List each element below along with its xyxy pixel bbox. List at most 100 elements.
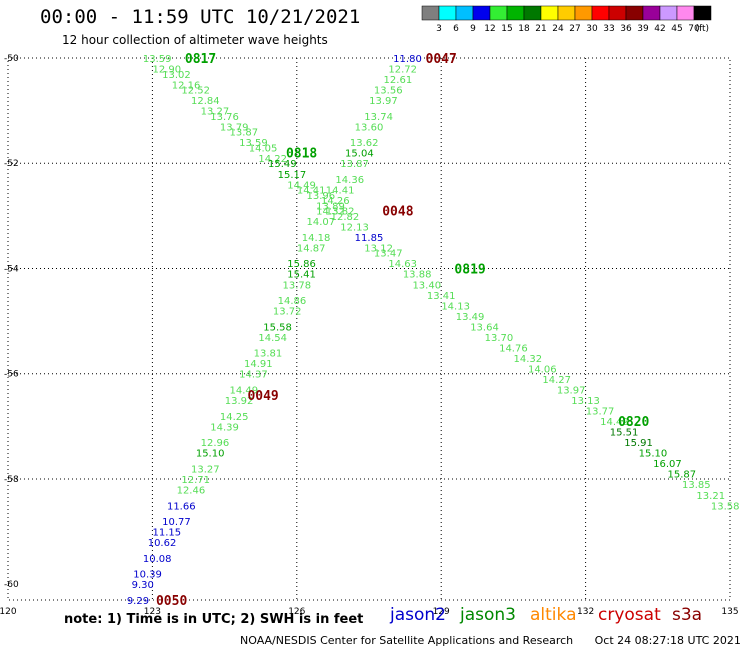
swh-value: 13.12 [364,243,393,254]
swh-value: 13.89 [316,201,345,212]
legend-swatch [557,5,576,21]
swh-value: 15.10 [639,449,668,460]
swh-value: 13.59 [239,138,268,149]
swh-value: 11.80 [393,54,422,65]
legend-swatch [659,5,678,21]
swh-value: 14.63 [388,259,417,270]
swh-value: 14.26 [321,196,350,207]
swh-value: 13.87 [230,128,259,139]
swh-value: 13.97 [557,386,586,397]
swh-value: 14.32 [316,207,345,218]
swh-value: 14.41 [326,186,355,197]
legend-swatch [455,5,474,21]
page-title: 00:00 - 11:59 UTC 10/21/2021 [40,6,361,28]
swh-value: 15.04 [345,149,374,160]
swh-value: 13.77 [586,407,615,418]
pass-time-label: 0047 [426,52,457,67]
swh-value: 13.85 [682,480,711,491]
swh-value: 10.08 [143,554,172,565]
legend-altika: altika [530,605,577,625]
swh-value: 14.36 [335,175,364,186]
swh-value: 14.27 [542,375,571,386]
legend-label: 18 [518,24,530,34]
credit-text: NOAA/NESDIS Center for Satellite Applica… [240,634,574,647]
legend-jason3: jason3 [460,605,516,625]
legend-label: 12 [484,24,495,34]
swh-value: 13.87 [340,159,369,170]
swh-value: 14.39 [210,422,239,433]
pass-time-label: 0818 [286,147,317,162]
pass-time-label: 0817 [185,52,216,67]
legend-cryosat: cryosat [598,605,661,625]
swh-value: 13.56 [374,86,403,97]
swh-value: 13.64 [470,322,499,333]
swh-value: 14.13 [441,301,470,312]
legend-swatch [540,5,559,21]
legend-label: 39 [637,24,649,34]
swh-value: 14.06 [528,364,557,375]
swh-value: 15.91 [624,438,653,449]
swh-value: 12.96 [201,438,230,449]
swh-value: 14.07 [307,217,336,228]
legend-label: 45 [671,24,682,34]
swh-value: 13.88 [403,270,432,281]
pass-time-label: 0050 [156,594,187,609]
swh-value: 12.71 [181,475,210,486]
swh-value: 13.40 [412,280,441,291]
swh-value: 14.49 [287,180,316,191]
swh-value: 14.76 [499,343,528,354]
swh-value: 14.91 [244,359,273,370]
swh-value: 13.59 [143,54,172,65]
swh-value: 13.79 [220,122,249,133]
swh-value: 15.17 [278,170,307,181]
swh-value: 13.76 [210,112,239,123]
swh-value: 13.82 [326,207,355,218]
legend-swatch [608,5,627,21]
swh-value: 13.58 [711,501,740,512]
legend-swatch [591,5,610,21]
swh-value: 13.27 [201,107,230,118]
legend-s3a: s3a [672,605,703,625]
y-tick-label: -52 [4,159,19,169]
swh-value: 12.52 [181,86,210,97]
swh-value: 13.92 [225,396,254,407]
swh-value: 14.42 [600,417,629,428]
legend-swatch [676,5,695,21]
x-tick-label: 120 [0,607,17,617]
swh-value: 9.30 [132,580,154,591]
y-tick-label: -60 [4,580,19,590]
footer-credit: NOAA/NESDIS Center for Satellite Applica… [240,634,740,647]
swh-value: 12.72 [388,65,417,76]
y-tick-label: -58 [4,475,19,485]
legend-label: 3 [436,24,442,34]
swh-value: 11.15 [153,528,182,539]
y-tick-label: -54 [4,264,19,274]
swh-value: 15.87 [668,470,697,481]
legend-label: 42 [654,24,665,34]
legend-swatch [642,5,661,21]
swh-value: 12.84 [191,96,220,107]
x-tick-label: 135 [721,607,738,617]
swh-value: 13.49 [456,312,485,323]
swh-value: 13.60 [355,122,384,133]
x-tick-label: 129 [433,607,450,617]
legend-swatch [472,5,491,21]
swh-value: 14.05 [249,143,278,154]
legend-label: 27 [569,24,580,34]
swh-value: 14.32 [514,354,543,365]
swh-value: 10.62 [148,538,177,549]
legend-swatch [438,5,457,21]
page-subtitle: 12 hour collection of altimeter wave hei… [62,33,328,47]
swh-value: 13.78 [282,280,311,291]
legend-label: 70 [688,24,700,34]
pass-time-label: 0049 [247,389,278,404]
legend-label: 21 [535,24,546,34]
legend-swatch [625,5,644,21]
swh-value: 15.49 [268,159,297,170]
x-tick-label: 123 [144,607,161,617]
swh-value: 15.51 [610,428,639,439]
swh-value: 12.82 [331,212,360,223]
swh-value: 15.86 [287,259,316,270]
legend-jason2: jason2 [390,605,446,625]
